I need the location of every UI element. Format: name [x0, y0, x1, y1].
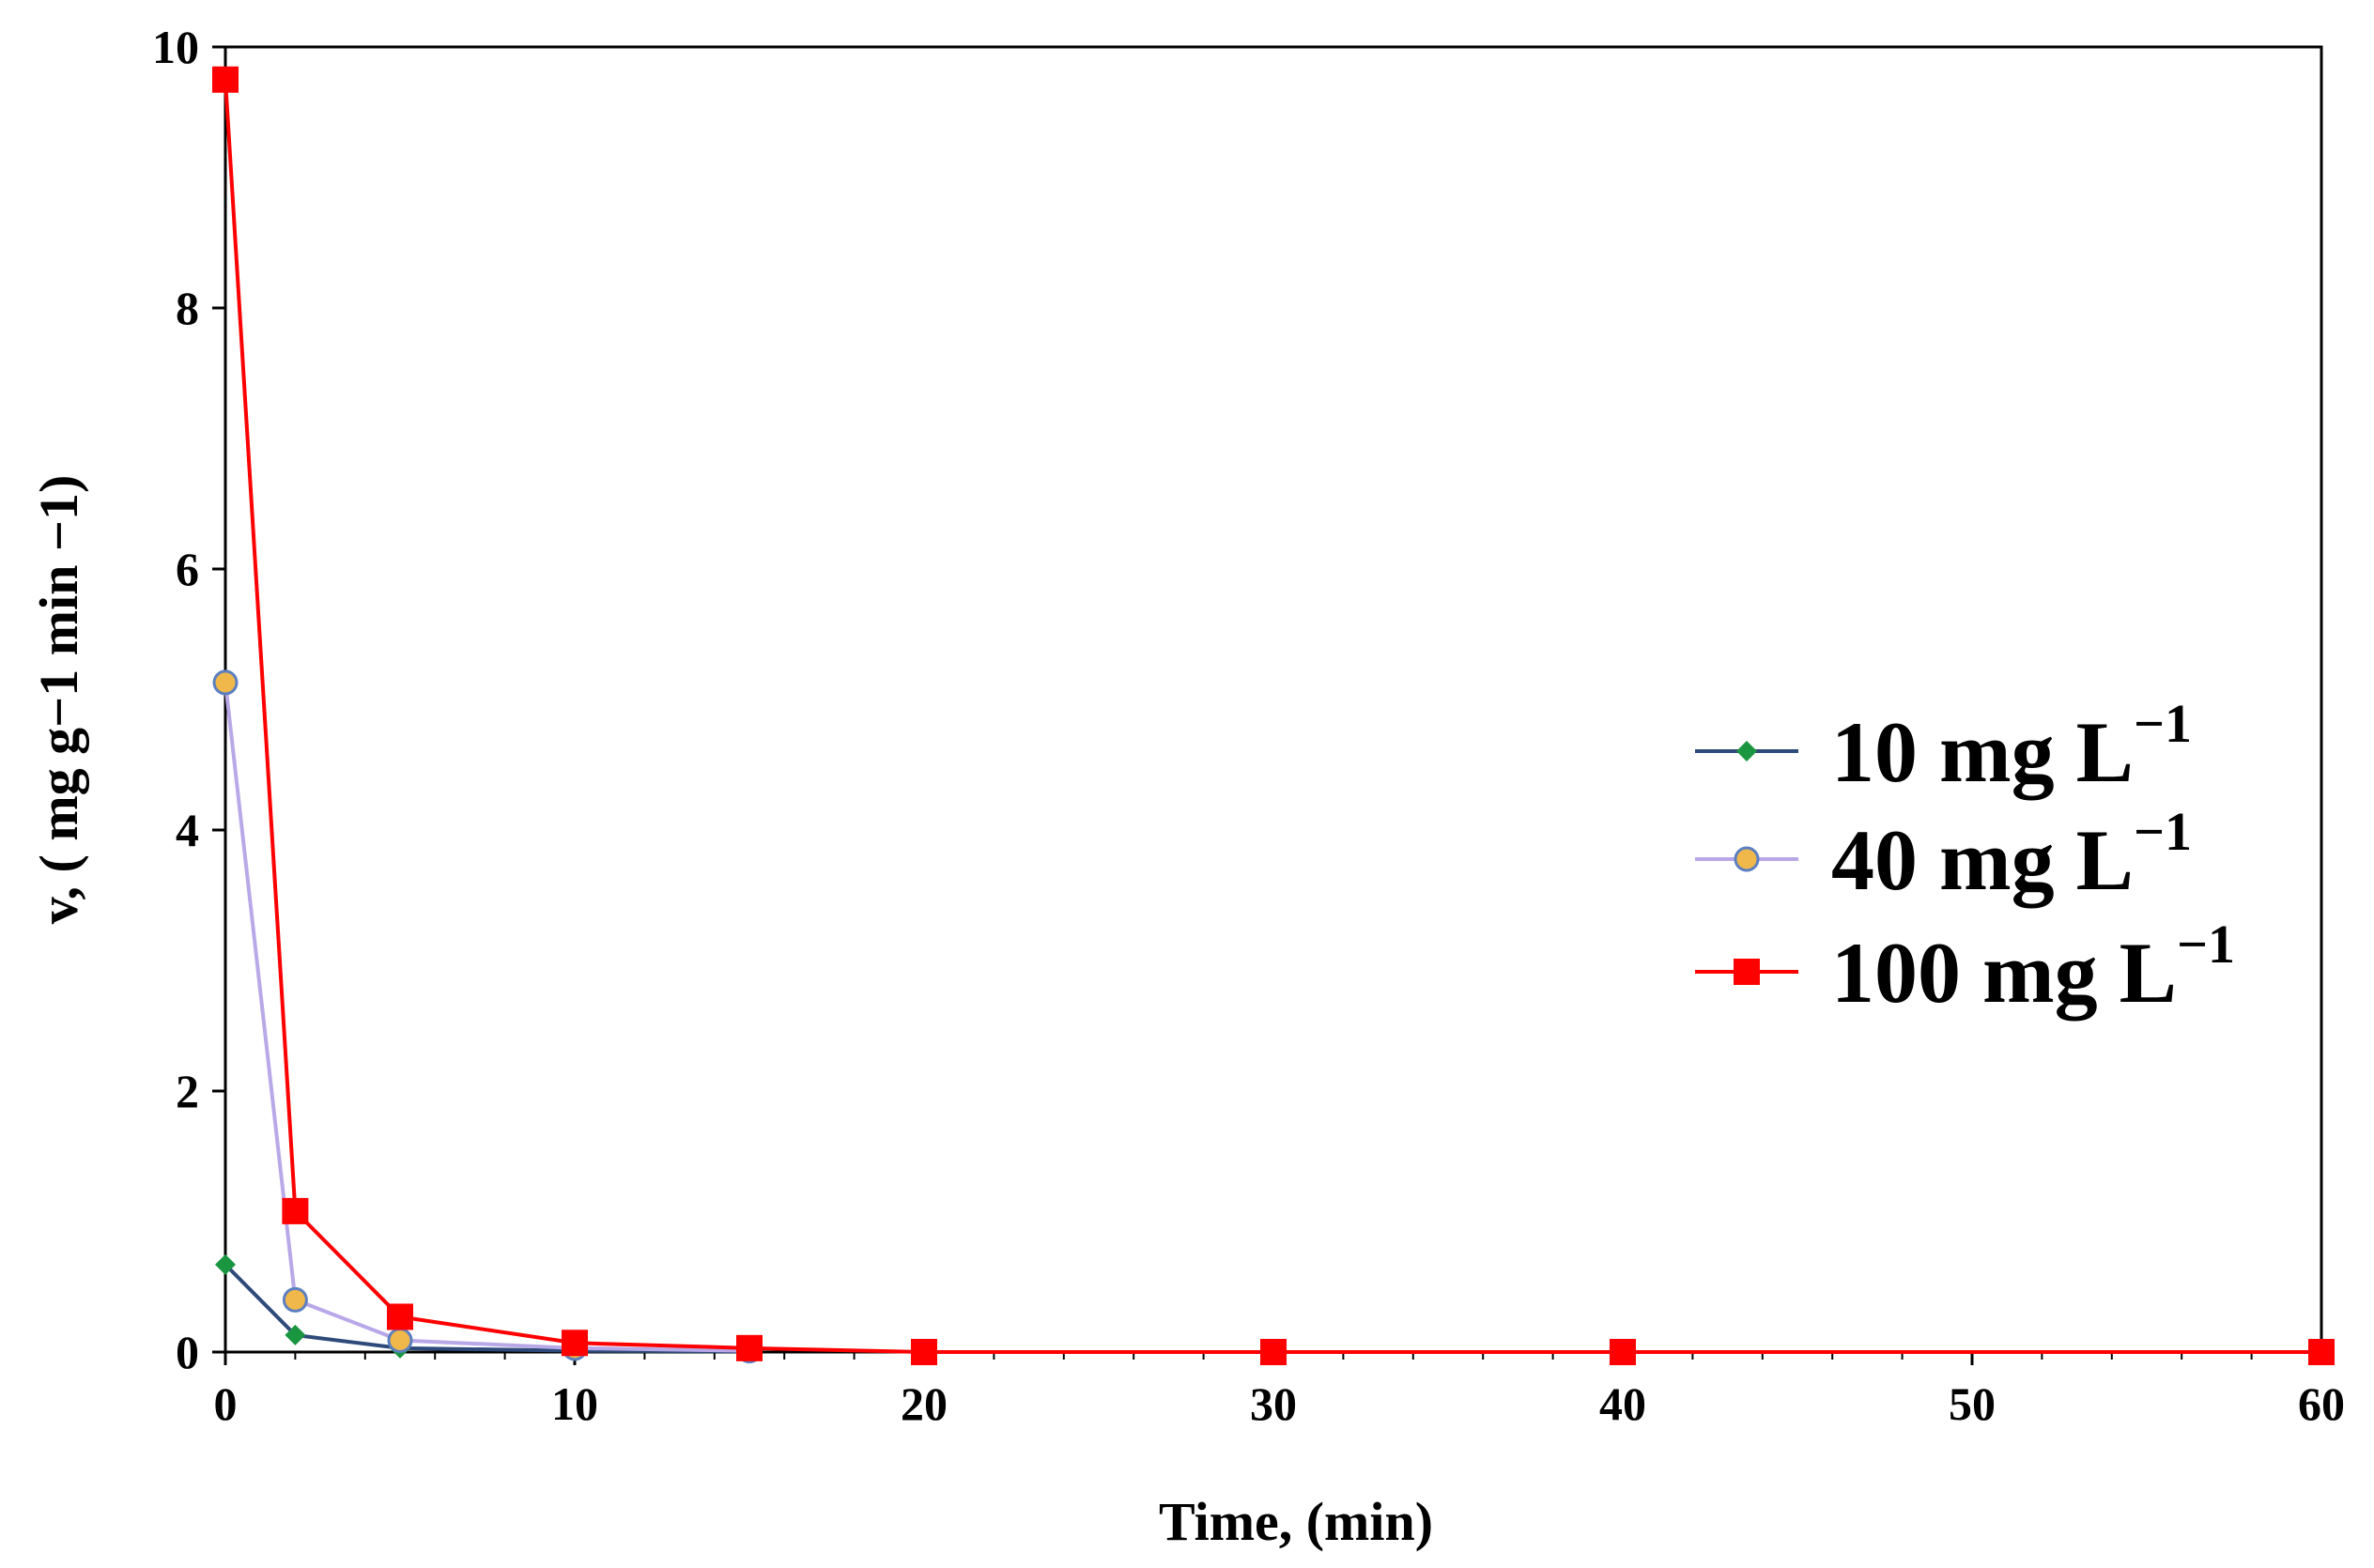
data-point — [1260, 1339, 1287, 1365]
x-tick-label: 40 — [1599, 1377, 1646, 1430]
data-point — [387, 1303, 413, 1330]
data-point — [285, 1324, 306, 1345]
data-point — [215, 1253, 236, 1275]
legend-marker — [1734, 846, 1760, 872]
x-tick-label: 20 — [901, 1377, 948, 1430]
legend-item: 100 mg L−1 — [1695, 914, 2235, 1021]
data-point — [562, 1330, 588, 1357]
x-tick-label: 0 — [214, 1377, 238, 1430]
y-tick-label: 6 — [176, 543, 199, 595]
series-line — [224, 682, 750, 1353]
data-point — [911, 1339, 937, 1365]
plot-area — [224, 45, 2323, 1354]
legend-label-superscript: −1 — [2134, 801, 2192, 862]
data-point — [212, 66, 239, 93]
legend-label-superscript: −1 — [2134, 693, 2192, 754]
x-tick-label: 60 — [2298, 1377, 2345, 1430]
series-2 — [212, 66, 2335, 1365]
x-axis-title: Time, (min) — [1159, 1491, 1433, 1552]
x-tick-label: 10 — [551, 1377, 598, 1430]
y-tick-label: 0 — [176, 1326, 199, 1378]
data-point — [212, 669, 239, 696]
data-point — [282, 1286, 308, 1313]
data-point — [736, 1334, 763, 1361]
series-1 — [212, 669, 763, 1364]
y-tick-label: 4 — [176, 804, 199, 856]
y-axis: 0 2 4 6 8 10 — [152, 21, 225, 1378]
legend-label: 40 mg L−1 — [1831, 801, 2192, 908]
y-tick-label: 8 — [176, 282, 199, 334]
y-tick-label: 2 — [176, 1065, 199, 1117]
legend-label-text: 10 mg L — [1831, 704, 2134, 800]
y-axis-title: v, ( mg g−1 min −1) — [28, 475, 89, 925]
legend-marker — [1736, 741, 1757, 761]
y-tick-label: 10 — [152, 21, 199, 73]
legend-item: 10 mg L−1 — [1695, 693, 2192, 800]
series-layer — [212, 66, 2335, 1365]
x-tick-label: 30 — [1250, 1377, 1297, 1430]
legend-label-superscript: −1 — [2177, 914, 2235, 975]
legend-item: 40 mg L−1 — [1695, 801, 2192, 908]
legend-label: 10 mg L−1 — [1831, 693, 2192, 800]
legend-label: 100 mg L−1 — [1831, 914, 2235, 1021]
data-point — [387, 1327, 413, 1353]
data-point — [282, 1197, 309, 1224]
legend-marker — [1734, 959, 1760, 985]
data-point — [1610, 1339, 1636, 1365]
legend-label-text: 100 mg L — [1831, 925, 2177, 1021]
data-point — [2308, 1339, 2335, 1365]
x-tick-label: 50 — [1949, 1377, 1996, 1430]
legend-label-text: 40 mg L — [1831, 812, 2134, 908]
